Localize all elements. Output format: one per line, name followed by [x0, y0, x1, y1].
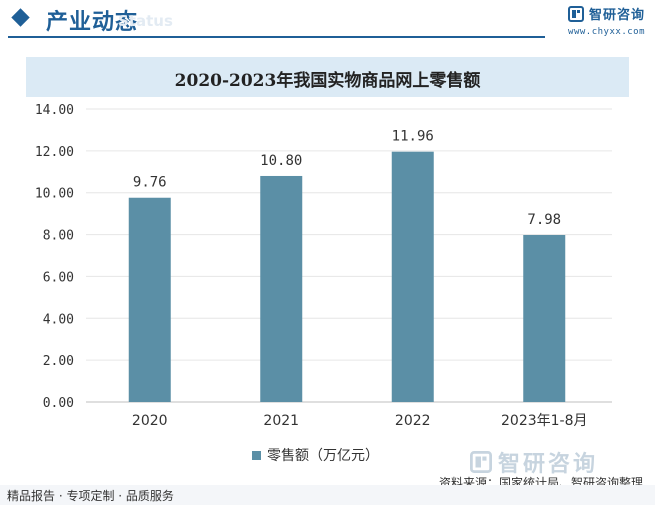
chart-title: 2020-2023年我国实物商品网上零售额 [174, 71, 481, 91]
data-label: 11.96 [392, 129, 434, 145]
footer-slogan: 精品报告 · 专项定制 · 品质服务 [7, 489, 174, 503]
x-tick-label: 2023年1-8月 [501, 413, 588, 429]
y-tick-label: 4.00 [43, 312, 74, 327]
data-label: 9.76 [133, 175, 167, 191]
y-tick-label: 10.00 [35, 187, 74, 202]
bar [128, 197, 171, 402]
header-divider [8, 36, 545, 38]
y-tick-label: 14.00 [35, 103, 74, 118]
footer-brand-name: 智研咨询 [498, 452, 599, 477]
brand-name: 智研咨询 [588, 8, 645, 23]
y-tick-label: 0.00 [43, 396, 74, 411]
chart-legend: 零售额（万亿元） [252, 445, 379, 465]
section-title: 产业动态 [46, 10, 139, 35]
section-ghost-text: Status [118, 12, 173, 30]
y-tick-label: 6.00 [43, 270, 74, 285]
chart-title-band: 2020-2023年我国实物商品网上零售额 [26, 57, 629, 97]
brand-logo-icon [567, 5, 584, 22]
data-label: 10.80 [260, 153, 302, 169]
data-labels: 9.76 10.80 11.96 7.98 [133, 129, 561, 228]
y-tick-label: 12.00 [35, 145, 74, 160]
x-tick-label: 2021 [263, 413, 299, 429]
legend-label: 零售额（万亿元） [267, 448, 379, 464]
page-header: 产业动态 Status 智研咨询 www.chyxx.com [0, 0, 655, 40]
footer-logo-icon [470, 451, 492, 473]
bar [260, 175, 303, 402]
y-tick-labels: 0.00 2.00 4.00 6.00 8.00 10.00 12.00 14.00 [35, 103, 74, 411]
brand-logo: 智研咨询 www.chyxx.com [567, 4, 645, 37]
bar [523, 234, 566, 402]
bars [128, 151, 566, 402]
y-tick-label: 8.00 [43, 229, 74, 244]
x-tick-label: 2020 [132, 413, 168, 429]
footer-bar: 精品报告 · 专项定制 · 品质服务 [0, 485, 655, 505]
footer-watermark-brand: 智研咨询 [470, 446, 598, 478]
x-tick-labels: 2020 2021 2022 2023年1-8月 [132, 413, 588, 429]
data-label: 7.98 [527, 212, 561, 228]
y-tick-label: 2.00 [43, 354, 74, 369]
brand-url: www.chyxx.com [568, 27, 645, 37]
x-tick-label: 2022 [395, 413, 431, 429]
bar [391, 151, 434, 402]
legend-swatch [252, 450, 261, 460]
